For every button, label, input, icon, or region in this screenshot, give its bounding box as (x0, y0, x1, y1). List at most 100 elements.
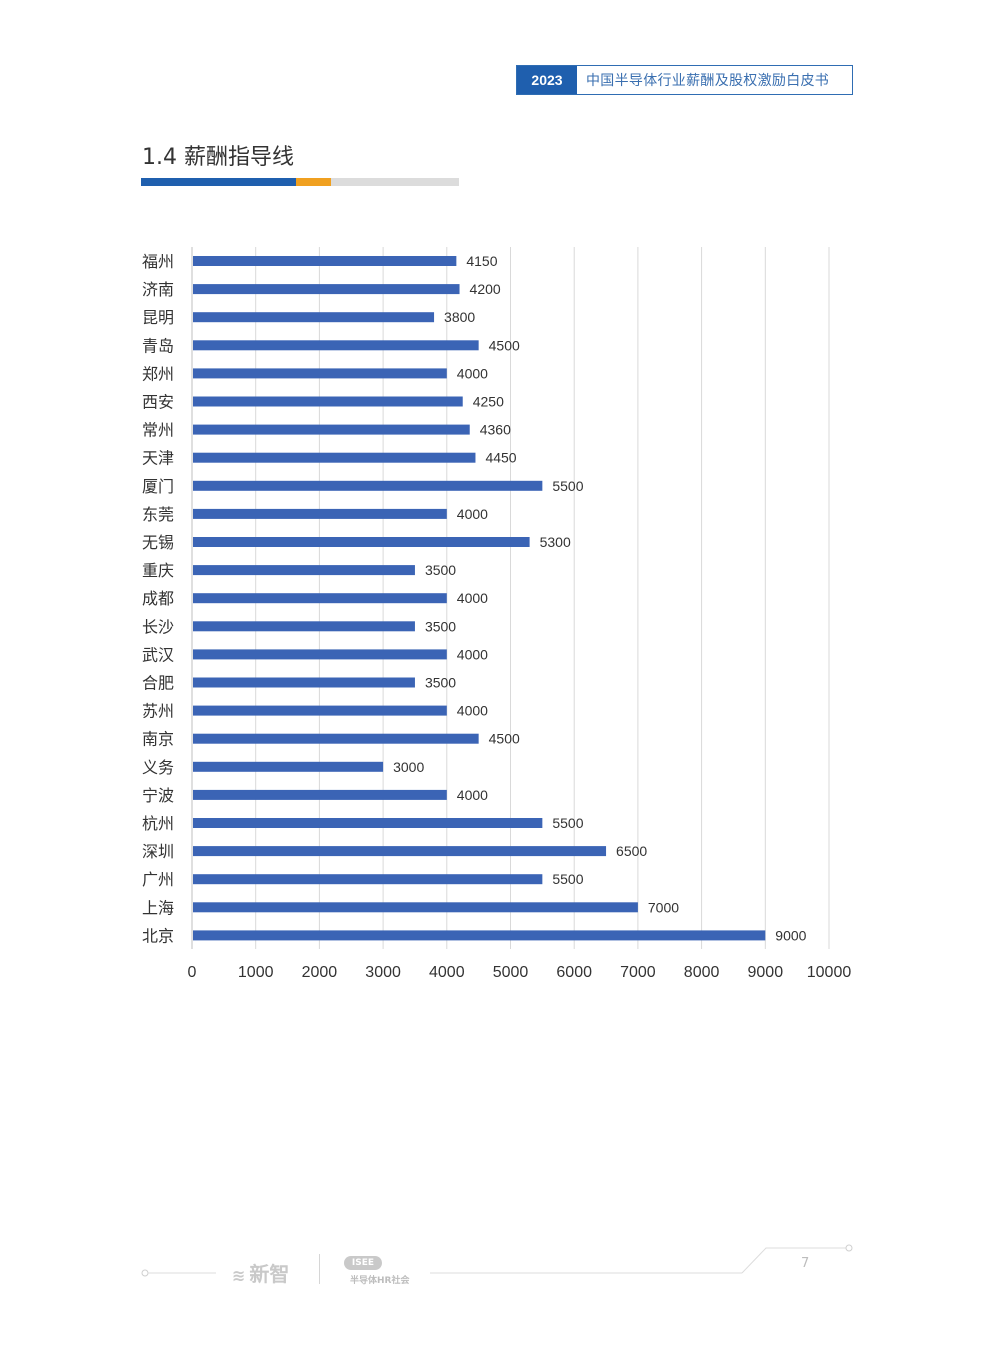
category-label: 武汉 (142, 645, 174, 664)
bar (193, 902, 638, 913)
category-label: 上海 (142, 898, 174, 917)
data-label: 3800 (444, 309, 475, 325)
bar (193, 874, 543, 885)
data-label: 4000 (457, 590, 488, 606)
bar (193, 565, 415, 576)
data-label: 4000 (457, 646, 488, 662)
bar (193, 621, 415, 632)
data-label: 4000 (457, 703, 488, 719)
bar (193, 930, 766, 941)
bar (193, 396, 463, 407)
data-label: 9000 (775, 927, 806, 943)
x-tick-label: 10000 (807, 964, 852, 981)
category-label: 深圳 (142, 842, 174, 861)
category-label: 昆明 (142, 308, 174, 327)
data-label: 4250 (473, 394, 504, 410)
category-label: 福州 (142, 252, 174, 271)
bar (193, 789, 447, 800)
footer-divider (319, 1254, 320, 1284)
bar (193, 368, 447, 379)
title-underline (141, 178, 459, 186)
page-number: 7 (801, 1256, 810, 1271)
category-label: 北京 (142, 926, 174, 945)
data-label: 4000 (457, 506, 488, 522)
bar (193, 705, 447, 716)
data-label: 4200 (470, 281, 501, 297)
bar (193, 508, 447, 519)
bar (193, 340, 479, 351)
bar (193, 761, 384, 772)
header-title: 中国半导体行业薪酬及股权激励白皮书 (586, 73, 830, 89)
header-badge: 2023 中国半导体行业薪酬及股权激励白皮书 (516, 65, 853, 95)
x-tick-label: 8000 (684, 964, 720, 981)
data-label: 3500 (425, 618, 456, 634)
data-label: 5500 (552, 478, 583, 494)
category-label: 济南 (142, 280, 174, 299)
x-tick-label: 5000 (493, 964, 529, 981)
bar (193, 846, 607, 857)
bar (193, 537, 530, 547)
category-label: 常州 (142, 421, 174, 440)
data-label: 4500 (489, 731, 520, 747)
data-label: 4000 (457, 787, 488, 803)
wave-icon: ≋ (232, 1266, 246, 1285)
x-tick-label: 1000 (238, 964, 274, 981)
category-label: 南京 (142, 730, 174, 749)
category-label: 西安 (142, 393, 174, 412)
category-label: 无锡 (142, 533, 174, 552)
header-year: 2023 (517, 66, 577, 94)
category-label: 郑州 (142, 364, 174, 383)
data-label: 4450 (485, 450, 516, 466)
underline-gray (331, 178, 459, 186)
bar (193, 677, 415, 688)
data-label: 7000 (648, 899, 679, 915)
underline-orange (296, 178, 331, 186)
bar (193, 452, 476, 463)
footer-logo-xinzhi: ≋ 新智 (232, 1258, 289, 1287)
category-label: 青岛 (142, 336, 174, 355)
category-label: 广州 (142, 870, 174, 889)
underline-blue (141, 178, 296, 186)
data-label: 3500 (425, 562, 456, 578)
data-label: 5500 (552, 815, 583, 831)
bar (193, 256, 457, 266)
category-label: 天津 (142, 449, 174, 468)
data-label: 4360 (480, 422, 511, 438)
bar (193, 284, 460, 295)
footer-logo-text: 新智 (249, 1262, 290, 1286)
category-label: 成都 (142, 589, 174, 608)
category-label: 义务 (142, 758, 174, 777)
bar (193, 480, 543, 491)
x-tick-label: 6000 (556, 964, 592, 981)
data-label: 4500 (489, 337, 520, 353)
bar (193, 424, 470, 435)
category-label: 长沙 (142, 617, 174, 636)
section-title: 1.4 薪酬指导线 (142, 145, 294, 170)
footer-logo-subtitle: 半导体HR社会 (350, 1276, 410, 1286)
category-label: 厦门 (142, 477, 174, 496)
data-label: 5300 (540, 534, 571, 550)
footer-logo-badge: ISEE (344, 1256, 382, 1270)
x-tick-label: 7000 (620, 964, 656, 981)
category-label: 杭州 (142, 814, 174, 833)
x-tick-label: 9000 (748, 964, 784, 981)
bar (193, 312, 435, 323)
x-tick-label: 2000 (302, 964, 338, 981)
x-tick-label: 4000 (429, 964, 465, 981)
category-label: 合肥 (142, 674, 174, 693)
category-label: 宁波 (142, 786, 174, 805)
data-label: 4000 (457, 365, 488, 381)
data-label: 4150 (466, 253, 497, 269)
data-label: 3500 (425, 675, 456, 691)
bar (193, 593, 447, 604)
x-tick-label: 3000 (365, 964, 401, 981)
category-label: 苏州 (142, 702, 174, 721)
data-label: 6500 (616, 843, 647, 859)
x-tick-label: 0 (188, 964, 197, 981)
data-label: 5500 (552, 871, 583, 887)
data-label: 3000 (393, 759, 424, 775)
category-label: 东莞 (142, 505, 174, 524)
category-label: 重庆 (142, 561, 174, 580)
